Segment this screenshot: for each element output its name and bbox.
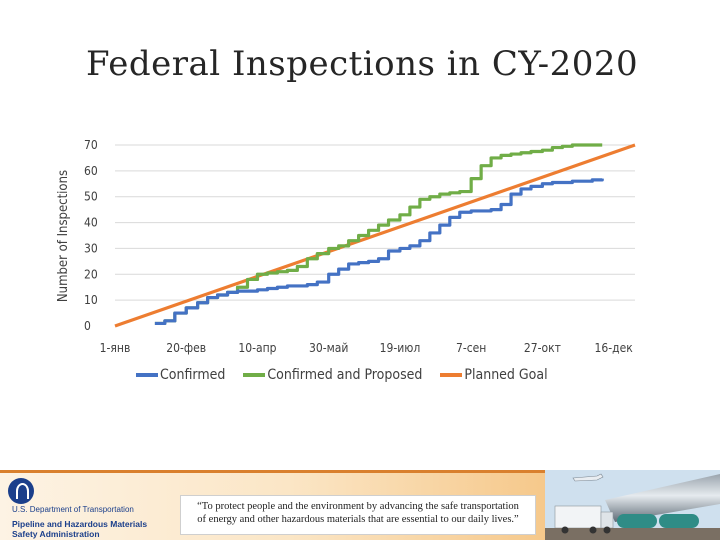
y-tick-label: 40 [84,216,98,230]
quote-line-1: “To protect people and the environment b… [197,501,519,512]
x-tick-label: 20-фев [166,341,206,355]
y-axis-label: Number of Inspections [56,170,71,302]
agency-name: U.S. Department of Transportation Pipeli… [12,505,147,539]
y-tick-label: 20 [84,267,98,281]
chart-title: Federal Inspections in CY-2020 [86,44,639,84]
transportation-scene-icon [545,470,720,540]
y-tick-label: 0 [84,319,91,333]
agency-line-1: U.S. Department of Transportation [12,505,134,514]
gridlines [115,144,635,301]
legend-label: Confirmed and Proposed [267,367,423,383]
airplane-icon [572,473,604,482]
legend-swatch [136,373,158,377]
legend-item-confirmed: Confirmed [136,367,225,383]
truck-trailer-icon [554,505,602,529]
truck-cab-icon [600,511,614,529]
agency-line-2: Pipeline and Hazardous Materials [12,519,148,529]
agency-line-3: Safety Administration [12,529,100,539]
x-tick-label: 10-апр [238,341,276,355]
y-tick-label: 60 [84,164,98,178]
y-axis-ticks: 0 10 20 30 40 50 60 70 [84,138,98,333]
x-tick-label: 27-окт [524,341,561,355]
wheel-icon-2 [589,526,597,534]
x-tick-label: 30-май [309,341,348,355]
y-tick-label: 30 [84,241,98,255]
legend-item-planned-goal: Planned Goal [440,367,548,383]
usdot-logo-icon [8,478,34,504]
legend-swatch [243,373,266,377]
y-tick-label: 10 [84,293,98,307]
tank-car-icon [617,514,657,528]
x-tick-label: 7-сен [456,341,486,355]
y-tick-label: 70 [84,138,98,152]
chart-legend: Confirmed Confirmed and Proposed Planned G… [136,367,566,383]
x-axis-ticks: 1-янв 20-фев 10-апр 30-май 19-июл 7-сен 27-окт… [100,341,634,355]
wheel-icon-3 [603,526,611,534]
y-tick-label: 50 [84,190,98,204]
legend-label: Confirmed [160,367,226,383]
x-tick-label: 16-дек [594,341,633,355]
series-lines [114,143,636,328]
mission-quote: “To protect people and the environment b… [180,495,536,535]
footer-banner: U.S. Department of Transportation Pipeli… [0,470,720,540]
pipeline-icon [605,474,720,522]
series-line-confirmed [154,178,604,326]
series-line-planned-goal [114,143,636,328]
legend-item-confirmed-and-proposed: Confirmed and Proposed [243,367,422,383]
tank-car-icon-2 [659,514,699,528]
legend-swatch [440,373,463,377]
x-tick-label: 19-июл [380,341,421,355]
quote-line-2: of energy and other hazardous materials … [197,514,519,525]
ground-icon [545,528,720,540]
wheel-icon [561,526,569,534]
footer-rule [0,470,720,473]
x-tick-label: 1-янв [100,341,131,355]
legend-label: Planned Goal [464,367,548,383]
